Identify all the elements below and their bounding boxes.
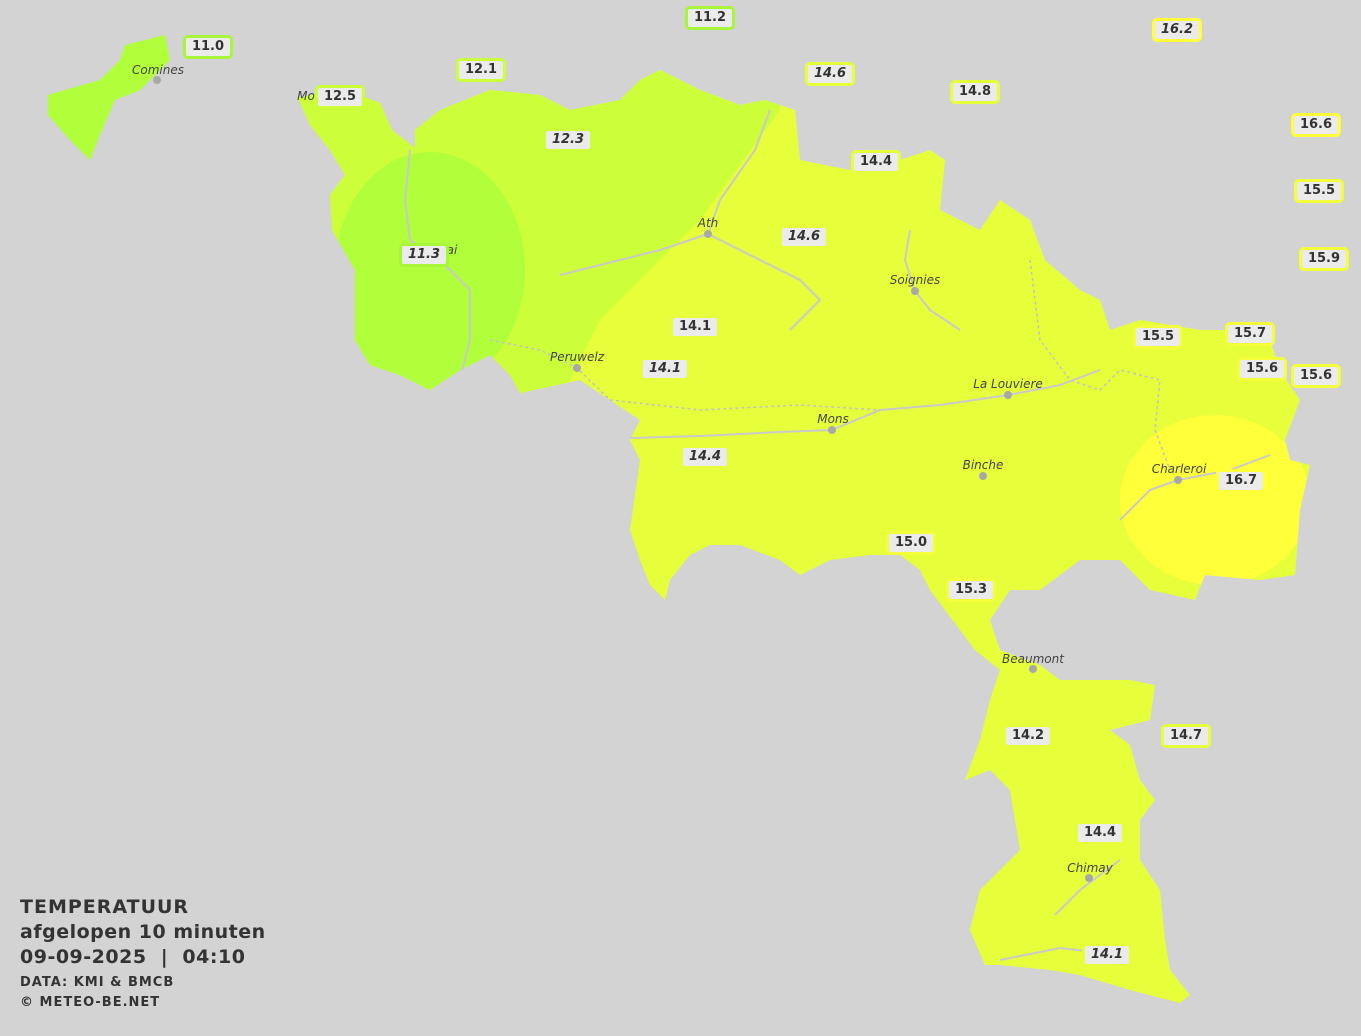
station-temperature-label[interactable]: 11.0 bbox=[182, 35, 234, 59]
station-temperature-label[interactable]: 14.4 bbox=[679, 445, 731, 469]
city-label: Mons bbox=[817, 412, 849, 426]
city-label: Charleroi bbox=[1151, 462, 1207, 476]
station-temperature-label[interactable]: 12.1 bbox=[455, 58, 507, 82]
city-dot bbox=[1174, 476, 1182, 484]
city-dot bbox=[1085, 874, 1093, 882]
map-datetime: 09-09-2025 | 04:10 bbox=[20, 946, 246, 968]
station-temperature-label[interactable]: 15.9 bbox=[1298, 247, 1350, 271]
city-label: Mo bbox=[297, 89, 315, 103]
city-label: Comines bbox=[132, 63, 184, 77]
station-temperature-label[interactable]: 14.8 bbox=[949, 80, 1001, 104]
city-dot bbox=[911, 287, 919, 295]
station-temperature-label[interactable]: 14.1 bbox=[639, 357, 691, 381]
station-temperature-label[interactable]: 14.6 bbox=[778, 225, 830, 249]
station-temperature-label[interactable]: 16.2 bbox=[1151, 18, 1203, 42]
station-temperature-label[interactable]: 15.6 bbox=[1236, 357, 1288, 381]
station-temperature-label[interactable]: 15.6 bbox=[1290, 364, 1342, 388]
map-title: TEMPERATUUR bbox=[20, 896, 190, 918]
city-dot bbox=[1004, 391, 1012, 399]
station-temperature-label[interactable]: 14.1 bbox=[1081, 943, 1133, 967]
station-temperature-label[interactable]: 15.5 bbox=[1293, 179, 1345, 203]
station-temperature-label[interactable]: 14.7 bbox=[1160, 724, 1212, 748]
comines-enclave bbox=[48, 35, 170, 160]
station-temperature-label[interactable]: 15.7 bbox=[1224, 322, 1276, 346]
station-temperature-label[interactable]: 14.4 bbox=[1074, 821, 1126, 845]
station-temperature-label[interactable]: 11.2 bbox=[684, 6, 736, 30]
city-label: Peruwelz bbox=[550, 350, 604, 364]
station-temperature-label[interactable]: 15.3 bbox=[945, 578, 997, 602]
city-label: Chimay bbox=[1067, 861, 1113, 875]
borders bbox=[489, 259, 1171, 471]
station-temperature-label[interactable]: 16.7 bbox=[1215, 469, 1267, 493]
city-dot bbox=[573, 364, 581, 372]
city-dot bbox=[1029, 665, 1037, 673]
station-temperature-label[interactable]: 14.4 bbox=[850, 150, 902, 174]
city-dot bbox=[153, 76, 161, 84]
station-temperature-label[interactable]: 14.2 bbox=[1002, 724, 1054, 748]
data-source: DATA: KMI & BMCB bbox=[20, 975, 175, 990]
city-dot bbox=[704, 230, 712, 238]
city-label: Beaumont bbox=[1002, 652, 1064, 666]
copyright: © METEO-BE.NET bbox=[20, 995, 161, 1010]
map-legend: TEMPERATUUR afgelopen 10 minuten 09-09-2… bbox=[20, 895, 266, 1013]
city-label: Soignies bbox=[889, 273, 941, 287]
city-dot bbox=[979, 472, 987, 480]
city-dot bbox=[828, 426, 836, 434]
city-label: Binche bbox=[962, 458, 1004, 472]
map-period: afgelopen 10 minuten bbox=[20, 921, 266, 943]
station-temperature-label[interactable]: 15.0 bbox=[885, 531, 937, 555]
station-temperature-label[interactable]: 14.6 bbox=[804, 62, 856, 86]
city-label: La Louviere bbox=[973, 377, 1043, 391]
city-label: Ath bbox=[697, 216, 719, 230]
station-temperature-label[interactable]: 11.3 bbox=[398, 243, 450, 267]
station-temperature-label[interactable]: 15.5 bbox=[1132, 325, 1184, 349]
station-temperature-label[interactable]: 12.5 bbox=[314, 85, 366, 109]
station-temperature-label[interactable]: 12.3 bbox=[542, 128, 594, 152]
city-label: ai bbox=[446, 243, 458, 257]
station-temperature-label[interactable]: 16.6 bbox=[1290, 113, 1342, 137]
station-temperature-label[interactable]: 14.1 bbox=[669, 315, 721, 339]
